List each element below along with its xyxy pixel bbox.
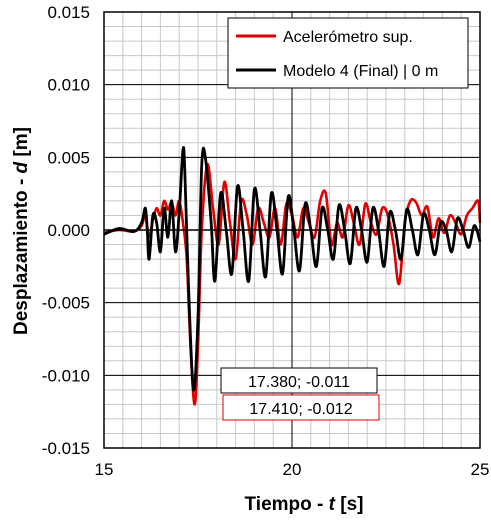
legend-label-accelerometer: Acelerómetro sup. [283,29,413,46]
y-tick-labels: -0.015 -0.010 -0.005 0.000 0.005 0.010 0.015 [42,3,90,458]
x-tick-label: 25 [471,460,490,479]
y-axis-title: Desplazamiento - d [m] [11,127,32,335]
legend-label-model: Modelo 4 (Final) | 0 m [283,63,438,80]
annotation-box-model [220,367,378,394]
x-tick-labels: 15 20 25 [95,460,490,479]
annotations: 17.380; -0.011 17.410; -0.012 [220,367,380,421]
x-tick-label: 20 [283,460,302,479]
x-axis-title: Tiempo - t [s] [245,494,364,515]
y-tick-label: 0.005 [47,148,90,167]
x-tick-label: 15 [95,460,114,479]
annotation-model: 17.380; -0.011 [248,374,350,391]
y-tick-label: 0.010 [47,76,90,95]
y-tick-label: 0.015 [47,3,90,22]
y-tick-label: -0.005 [42,294,90,313]
annotation-box-accelerometer [222,394,380,421]
plot-frame [103,11,481,449]
legend: Acelerómetro sup. Modelo 4 (Final) | 0 m [227,17,469,89]
y-tick-label: -0.015 [42,439,90,458]
y-tick-label: -0.010 [42,366,90,385]
annotation-accelerometer: 17.410; -0.012 [249,401,352,418]
y-tick-label: 0.000 [47,221,90,240]
legend-box [227,17,469,89]
